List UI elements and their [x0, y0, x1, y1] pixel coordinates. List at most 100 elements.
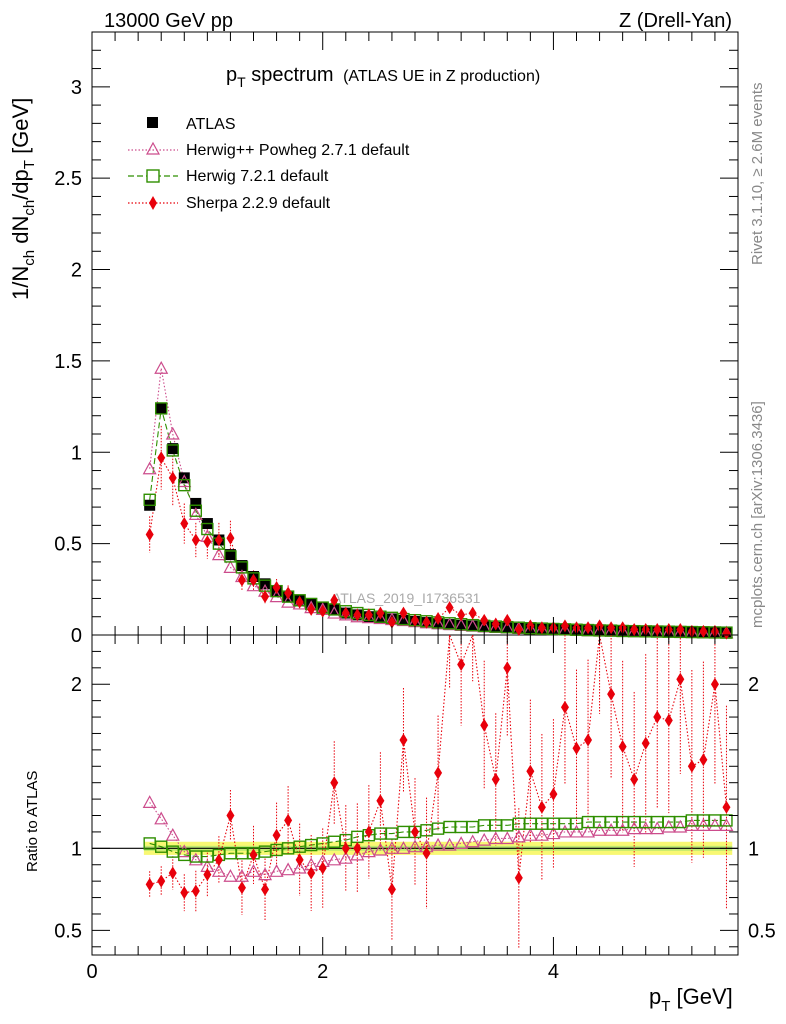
main-point-herwigpp: [177, 474, 192, 488]
ratio-point-sherpa: [422, 846, 431, 860]
main-point-herwigpp: [188, 507, 203, 521]
main-point-sherpa: [249, 573, 258, 587]
main-point-sherpa: [341, 606, 350, 620]
ratio-point-herwigpp: [465, 834, 480, 848]
legend-entry-atlas: ATLAS: [147, 116, 236, 133]
x-axis-label-sub: T: [661, 998, 670, 1015]
main-point-herwigpp: [442, 617, 457, 631]
main-point-sherpa: [676, 623, 685, 637]
main-point-atlas: [190, 497, 202, 509]
ratio-point-herwigpp: [258, 867, 273, 881]
main-point-herwigpp: [165, 426, 180, 440]
rivet-label: Rivet 3.1.10, ≥ 2.6M events: [749, 83, 766, 266]
main-point-sherpa: [607, 621, 616, 635]
main-point-sherpa: [272, 580, 281, 594]
main-point-atlas: [224, 549, 236, 561]
x-tick-label: 0: [86, 961, 97, 983]
ratio-point-herwigpp: [350, 847, 365, 861]
main-point-atlas: [178, 472, 190, 484]
ratio-y-tick-label-right: 0.5: [748, 920, 776, 942]
ratio-point-sherpa: [157, 874, 166, 888]
main-point-atlas: [444, 619, 456, 631]
ratio-point-herwigpp: [373, 842, 388, 856]
ratio-point-sherpa: [284, 813, 293, 827]
main-point-herwigpp: [142, 461, 157, 475]
x-axis-label: pT [GeV]: [649, 984, 733, 1015]
ratio-point-sherpa: [584, 733, 593, 747]
main-point-sherpa: [411, 613, 419, 627]
main-y-tick-label: 2: [71, 260, 82, 282]
legend-label-herwigpp: Herwig++ Powheg 2.7.1 default: [186, 142, 410, 159]
main-point-sherpa: [203, 535, 212, 549]
ratio-point-sherpa: [676, 672, 685, 686]
ratio-point-sherpa: [607, 687, 616, 701]
main-point-sherpa: [630, 623, 639, 637]
legend-entry-herwigpp: Herwig++ Powheg 2.7.1 default: [128, 141, 410, 159]
ratio-point-sherpa: [514, 871, 523, 885]
main-y-tick-label: 2.5: [54, 168, 82, 190]
main-point-herwig7: [189, 504, 203, 517]
main-point-herwigpp: [154, 360, 169, 374]
main-point-sherpa: [480, 613, 489, 627]
main-y-tick-label: 1.5: [54, 351, 82, 373]
ratio-point-sherpa: [191, 884, 200, 898]
ratio-point-herwigpp: [661, 819, 676, 833]
axis-layer: 0 2 400.511.522.530.5 0.51 12 2: [54, 31, 776, 983]
ratio-point-herwig7: [720, 814, 733, 827]
main-point-herwig7: [224, 550, 237, 563]
main-point-herwig7: [201, 522, 214, 536]
legend-marker-herwigpp: [145, 141, 161, 155]
legend-label-sherpa: Sherpa 2.2.9 default: [186, 195, 331, 212]
ratio-y-tick-label-right: 1: [748, 838, 759, 860]
main-point-sherpa: [595, 619, 604, 633]
main-point-herwigpp: [396, 613, 411, 627]
ratio-point-herwigpp: [188, 852, 203, 866]
main-point-sherpa: [318, 604, 327, 618]
ratio-point-herwigpp: [165, 827, 180, 841]
ratio-point-sherpa: [687, 759, 696, 773]
ratio-point-sherpa: [664, 713, 673, 727]
ratio-point-sherpa: [491, 772, 500, 786]
main-point-sherpa: [330, 593, 339, 607]
plot-title-sub: T: [237, 74, 246, 90]
main-point-herwigpp: [327, 605, 342, 619]
ratio-point-herwigpp: [384, 841, 399, 854]
main-point-sherpa: [537, 621, 546, 635]
main-point-herwigpp: [373, 611, 388, 625]
ratio-point-sherpa: [318, 861, 327, 875]
ratio-point-herwigpp: [569, 824, 584, 838]
ratio-point-herwigpp: [673, 819, 688, 833]
main-point-sherpa: [422, 615, 431, 629]
main-point-sherpa: [353, 608, 362, 622]
ratio-point-herwigpp: [338, 850, 353, 864]
ratio-point-sherpa: [399, 733, 408, 747]
legend-label-atlas: ATLAS: [186, 116, 236, 133]
y-axis-label: 1/Nch dNch/dpT [GeV]: [8, 98, 38, 300]
x-tick-label: 4: [548, 961, 559, 983]
ratio-y-axis-label: Ratio to ATLAS: [24, 771, 41, 872]
ratio-line-herwig7: [149, 819, 727, 858]
ratio-point-sherpa: [307, 866, 316, 880]
ratio-point-sherpa: [560, 700, 569, 714]
ratio-point-herwigpp: [269, 864, 284, 877]
main-point-sherpa: [214, 533, 223, 547]
ratio-point-herwigpp: [546, 826, 561, 840]
main-point-sherpa: [295, 595, 304, 609]
legend-marker-sherpa: [149, 196, 157, 210]
ratio-point-sherpa: [653, 710, 662, 724]
main-point-sherpa: [514, 623, 523, 637]
main-point-herwigpp: [246, 578, 261, 592]
ratio-point-herwigpp: [615, 823, 630, 836]
x-axis-label-main: p: [649, 984, 661, 1009]
main-point-atlas: [236, 560, 248, 572]
ratio-point-sherpa: [364, 825, 373, 839]
legend-marker-atlas: [147, 117, 158, 128]
ratio-point-sherpa: [411, 825, 419, 839]
main-point-sherpa: [180, 517, 189, 531]
main-point-sherpa: [145, 528, 154, 541]
ratio-plot-frame: [91, 634, 739, 956]
ratio-point-sherpa: [710, 677, 719, 691]
ratio-point-sherpa: [261, 882, 270, 896]
main-y-tick-label: 1: [71, 442, 82, 464]
main-point-sherpa: [457, 608, 466, 622]
